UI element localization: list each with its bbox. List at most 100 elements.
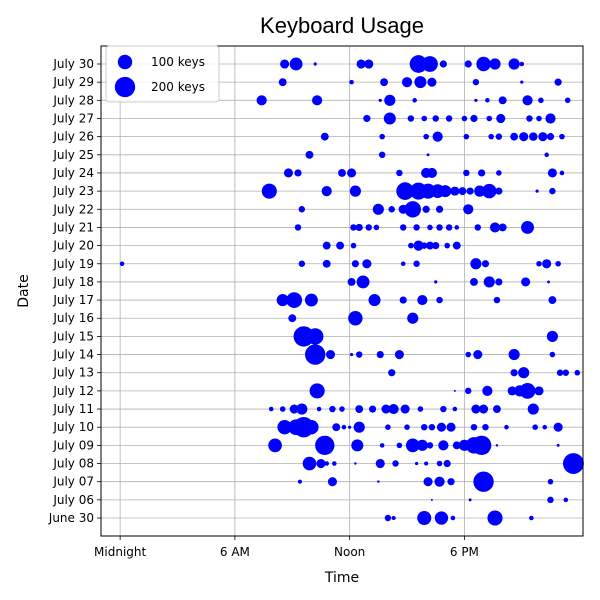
data-point	[444, 242, 450, 249]
data-point	[288, 314, 297, 323]
data-point	[426, 167, 437, 179]
data-point	[349, 185, 361, 197]
data-point	[510, 369, 518, 377]
data-point	[496, 170, 502, 176]
data-point	[312, 95, 323, 106]
y-tick-label: July 20	[52, 239, 94, 253]
data-point	[268, 438, 282, 453]
data-point	[356, 59, 366, 69]
data-point	[372, 203, 384, 215]
data-point	[432, 131, 443, 142]
data-point	[434, 511, 449, 525]
data-point	[546, 133, 555, 141]
data-point	[407, 115, 415, 122]
data-point	[297, 479, 302, 484]
legend-marker-100-keys	[117, 54, 133, 70]
data-point	[473, 471, 494, 492]
data-point	[426, 442, 434, 449]
y-tick-label: July 07	[52, 475, 94, 489]
data-point	[464, 60, 472, 68]
y-tick-label: July 19	[52, 257, 94, 271]
data-point	[316, 458, 326, 469]
data-point	[347, 277, 356, 286]
data-point	[391, 515, 396, 521]
data-point	[413, 240, 424, 251]
legend-marker-200-keys	[114, 76, 136, 98]
data-point	[547, 168, 557, 178]
data-point	[482, 423, 489, 431]
data-point	[545, 113, 556, 124]
data-point	[309, 383, 325, 399]
data-point	[417, 294, 428, 306]
data-point	[508, 348, 520, 361]
data-point	[401, 77, 413, 88]
data-point	[376, 350, 384, 359]
data-point	[495, 187, 503, 195]
data-point	[546, 330, 558, 342]
data-point	[392, 460, 399, 467]
data-point	[432, 115, 439, 122]
data-point	[256, 95, 267, 106]
data-point	[548, 296, 557, 305]
data-point	[341, 424, 347, 430]
data-point	[414, 76, 427, 89]
data-point	[379, 443, 385, 448]
x-tick-label: Noon	[334, 545, 365, 559]
x-axis-title: Time	[324, 570, 359, 586]
data-point	[408, 242, 414, 249]
data-point	[421, 423, 428, 431]
data-point	[562, 369, 570, 376]
data-point	[375, 458, 385, 469]
data-point	[277, 420, 292, 435]
data-point	[471, 435, 492, 456]
data-point	[474, 98, 478, 102]
data-point	[304, 420, 319, 435]
y-tick-label: July 10	[52, 420, 94, 434]
data-point	[280, 59, 290, 69]
data-point	[298, 260, 306, 267]
y-tick-label: July 09	[52, 438, 94, 452]
data-point	[547, 280, 551, 284]
data-point	[443, 459, 451, 468]
data-point	[347, 168, 357, 178]
data-point	[394, 350, 404, 360]
data-point	[413, 224, 420, 231]
data-point	[549, 351, 556, 358]
data-point	[519, 61, 525, 67]
data-point	[349, 79, 354, 85]
data-point	[409, 55, 428, 73]
data-point	[529, 132, 538, 141]
data-point	[473, 350, 483, 360]
data-point	[313, 62, 317, 66]
data-point	[563, 453, 584, 474]
data-point	[468, 498, 472, 502]
data-point	[399, 296, 407, 304]
data-point	[498, 223, 507, 232]
data-point	[495, 444, 499, 447]
data-point	[430, 498, 433, 501]
data-point	[519, 132, 529, 142]
data-point	[527, 403, 539, 415]
data-point	[379, 133, 385, 140]
data-point	[532, 424, 538, 430]
data-point	[432, 242, 440, 250]
x-tick-label: 6 AM	[220, 545, 250, 559]
data-point	[450, 186, 460, 196]
x-tick-label: Midnight	[94, 545, 146, 559]
data-point	[495, 133, 503, 140]
data-point	[283, 168, 293, 178]
data-point	[322, 241, 331, 250]
data-point	[381, 404, 391, 414]
data-point	[534, 386, 544, 396]
data-point	[463, 204, 474, 215]
data-point	[536, 260, 542, 267]
data-point	[327, 477, 337, 487]
data-point	[286, 292, 303, 308]
data-point	[377, 480, 380, 483]
data-points	[119, 55, 584, 526]
y-axis-ticks: June 30 July 06 July 07 July 08 July 09 July …	[48, 57, 101, 525]
data-point	[521, 277, 531, 287]
data-point	[298, 206, 306, 213]
data-point	[420, 183, 436, 199]
data-point	[348, 311, 363, 326]
